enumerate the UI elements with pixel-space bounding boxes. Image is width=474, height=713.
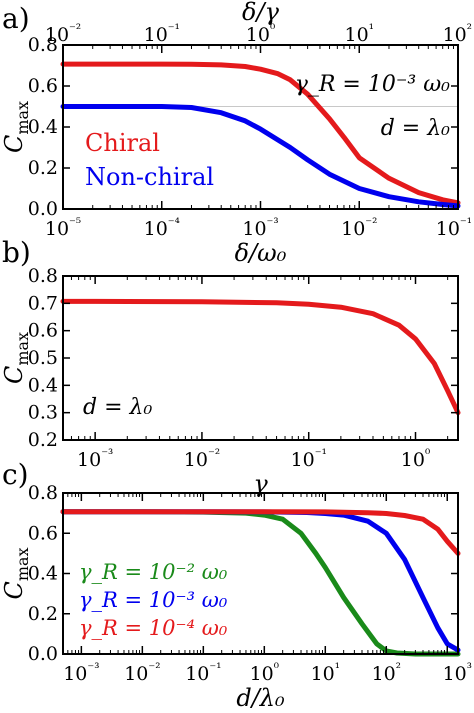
annotation-gamma: γ_R = 10⁻³ ω₀ [295,72,450,97]
panel-label: b) [2,236,31,269]
y-tick-label: 0.6 [28,522,58,544]
y-axis-label: Cmax [0,332,32,384]
top-x-tick-label: 10⁻² [45,22,81,46]
x-tick-label: 10⁻² [184,447,220,471]
y-tick-label: 0.0 [28,198,58,220]
x-tick-label: 10⁻³ [77,447,113,471]
y-tick-label: 0.4 [28,563,58,585]
panel-label: c) [2,458,29,491]
y-tick-label: 0.2 [28,429,58,451]
y-tick-label: 0.3 [28,402,58,424]
y-tick-label: 0.0 [28,643,58,665]
x-axis-label: d/λ₀ [236,684,285,712]
panel-a: a) 0.0 0.2 0.4 0.6 0.8 10⁻⁵ 10⁻⁴ 10⁻³ 10⁻² 10⁻¹ 10⁻… [0,0,472,267]
x-tick-label: 10⁻³ [63,661,99,685]
x-tick-label: 10⁰ [401,447,430,471]
y-tick-label: 0.8 [28,265,58,287]
series-line-1 [60,104,461,209]
x-tick-label: 10⁻² [124,661,160,685]
legend-chiral: Chiral [85,129,160,157]
annotation-distance: d = λ₀ [83,395,152,420]
y-tick-label: 0.2 [28,603,58,625]
y-tick-label: 0.8 [28,34,58,56]
x-axis-label: δ/ω₀ [235,239,287,267]
top-x-axis-label: δ/γ [242,0,280,26]
y-tick-label: 0.8 [28,482,58,504]
panel-c: c) 0.0 0.2 0.4 0.6 0.8 10⁻³ 10⁻² 10⁻¹ 10⁰ 10¹ 10² 10… [0,458,472,712]
x-tick-label: 10³ [443,661,472,685]
x-tick-label: 10⁻⁴ [144,216,180,240]
legend-entry-2: γ_R = 10⁻⁴ ω₀ [79,616,228,640]
x-axis-label: γ [253,470,268,498]
y-tick-label: 0.4 [28,374,58,396]
x-tick-label: 10⁻² [341,216,377,240]
legend-nonchiral: Non-chiral [85,163,214,191]
y-tick-label: 0.7 [28,292,58,314]
legend-entry-1: γ_R = 10⁻³ ω₀ [79,588,228,612]
y-axis-label: Cmax [0,101,32,153]
annotation-distance: d = λ₀ [381,116,450,141]
x-tick-label: 10⁰ [250,661,279,685]
top-x-tick-label: 10¹ [345,22,374,46]
y-tick-label: 0.6 [28,320,58,342]
y-axis-label: Cmax [0,547,32,599]
y-tick-label: 0.2 [28,157,58,179]
top-x-tick-label: 10⁻¹ [144,22,180,46]
x-tick-label: 10⁻³ [242,216,278,240]
series-line-0 [60,298,461,416]
series-line-0 [60,61,461,206]
x-tick-label: 10⁻¹ [436,216,472,240]
top-x-tick-label: 10² [443,22,472,46]
y-tick-label: 0.5 [28,347,58,369]
x-tick-label: 10¹ [311,661,340,685]
x-tick-label: 10⁻¹ [185,661,221,685]
series-line-2 [60,509,461,556]
legend-entry-0: γ_R = 10⁻² ω₀ [79,560,228,584]
x-tick-label: 10⁻¹ [291,447,327,471]
panel-b: b) 0.2 0.3 0.4 0.5 0.6 0.7 0.8 10⁻³ 10⁻² 10⁻¹ 10⁰ γ C… [0,236,461,498]
y-tick-label: 0.6 [28,75,58,97]
y-tick-label: 0.4 [28,116,58,138]
x-tick-label: 10² [372,661,401,685]
x-tick-label: 10⁻⁵ [45,216,81,240]
top-x-tick-label: 10⁰ [246,22,275,46]
panel-label: a) [2,2,30,35]
